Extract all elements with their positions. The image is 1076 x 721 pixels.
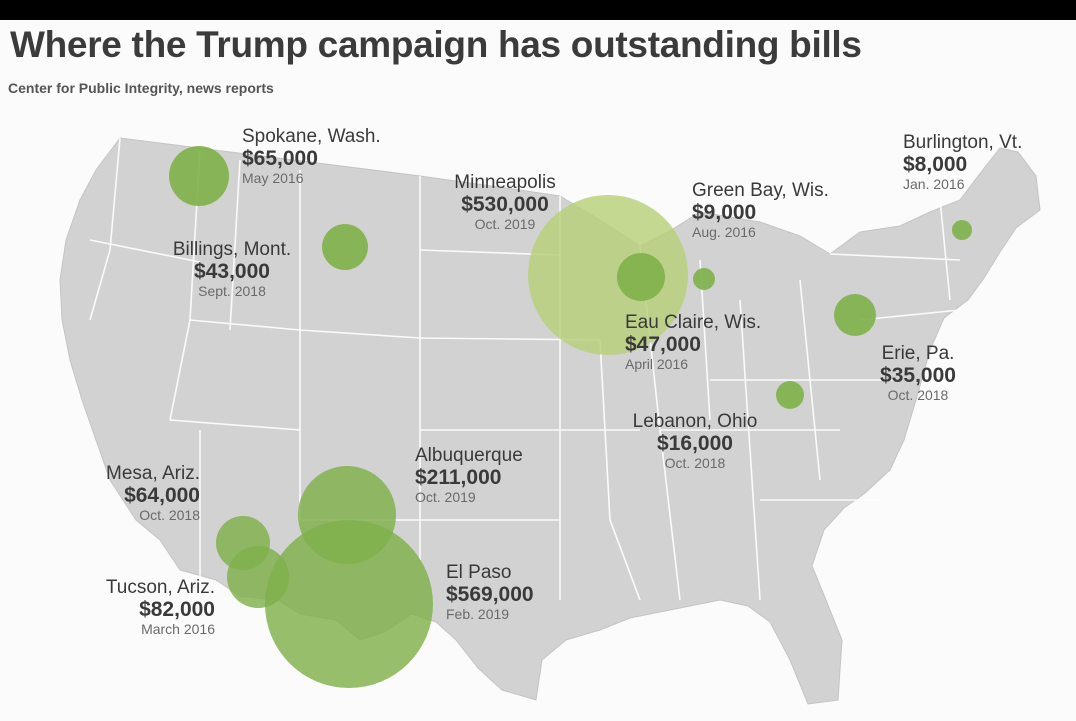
amount: $211,000 <box>415 466 502 489</box>
amount: $43,000 <box>194 260 270 283</box>
date: Oct. 2019 <box>415 489 476 505</box>
city-name: Albuquerque <box>415 445 523 466</box>
city-name: Billings, Mont. <box>172 239 292 260</box>
amount: $65,000 <box>242 147 318 170</box>
date: Sept. 2018 <box>198 283 266 299</box>
date: Oct. 2018 <box>664 455 726 471</box>
bubble-lebanon <box>776 381 804 409</box>
date: Oct. 2018 <box>139 507 200 523</box>
date: March 2016 <box>141 621 215 637</box>
city-name: Spokane, Wash. <box>242 126 381 147</box>
date: Jan. 2016 <box>903 176 965 192</box>
amount: $16,000 <box>657 432 733 455</box>
city-name: Burlington, Vt. <box>903 132 1023 153</box>
bubble-spokane <box>169 146 229 206</box>
label-tucson: Tucson, Ariz. $82,000 March 2016 <box>40 578 215 636</box>
date: Oct. 2019 <box>474 216 536 232</box>
label-albuquerque: Albuquerque $211,000 Oct. 2019 <box>415 446 523 504</box>
label-el-paso: El Paso $569,000 Feb. 2019 <box>446 563 534 621</box>
date: Aug. 2016 <box>692 224 756 240</box>
city-name: Erie, Pa. <box>881 343 955 364</box>
amount: $47,000 <box>625 333 701 356</box>
date: Oct. 2018 <box>887 387 949 403</box>
bubble-burlington <box>952 220 972 240</box>
bubble-minneapolis <box>528 195 688 355</box>
city-name: Eau Claire, Wis. <box>625 312 762 333</box>
bubbles <box>169 146 972 688</box>
date: Feb. 2019 <box>446 606 510 622</box>
label-mesa: Mesa, Ariz. $64,000 Oct. 2018 <box>40 464 200 522</box>
chart-title: Where the Trump campaign has outstanding… <box>10 24 862 65</box>
bubble-albuquerque <box>298 466 396 564</box>
label-spokane: Spokane, Wash. $65,000 May 2016 <box>242 127 381 185</box>
source-note: Center for Public Integrity, news report… <box>8 80 274 96</box>
city-name: Minneapolis <box>454 172 556 193</box>
bubble-el-paso <box>265 520 433 688</box>
label-lebanon: Lebanon, Ohio $16,000 Oct. 2018 <box>600 412 790 470</box>
bubble-erie <box>834 294 876 336</box>
amount: $530,000 <box>461 193 549 216</box>
bubble-green-bay <box>693 268 715 290</box>
amount: $82,000 <box>139 598 215 621</box>
amount: $8,000 <box>903 153 968 176</box>
label-eau-claire: Eau Claire, Wis. $47,000 April 2016 <box>625 313 761 371</box>
date: April 2016 <box>625 356 689 372</box>
label-billings: Billings, Mont. $43,000 Sept. 2018 <box>147 240 317 298</box>
city-name: Tucson, Ariz. <box>105 577 215 598</box>
city-name: Mesa, Ariz. <box>106 463 200 484</box>
top-black-bar <box>0 0 1076 20</box>
amount: $569,000 <box>446 583 534 606</box>
amount: $64,000 <box>124 484 200 507</box>
bubble-billings <box>322 224 368 270</box>
city-name: Lebanon, Ohio <box>632 411 758 432</box>
date: May 2016 <box>242 170 304 186</box>
amount: $9,000 <box>692 201 757 224</box>
label-green-bay: Green Bay, Wis. $9,000 Aug. 2016 <box>692 181 829 239</box>
bubble-eau-claire <box>617 253 665 301</box>
label-minneapolis: Minneapolis $530,000 Oct. 2019 <box>430 173 580 231</box>
city-name: El Paso <box>446 562 512 583</box>
label-erie: Erie, Pa. $35,000 Oct. 2018 <box>858 344 978 402</box>
bubble-mesa <box>216 516 270 570</box>
amount: $35,000 <box>880 364 956 387</box>
label-burlington: Burlington, Vt. $8,000 Jan. 2016 <box>903 133 1022 191</box>
city-name: Green Bay, Wis. <box>692 180 829 201</box>
